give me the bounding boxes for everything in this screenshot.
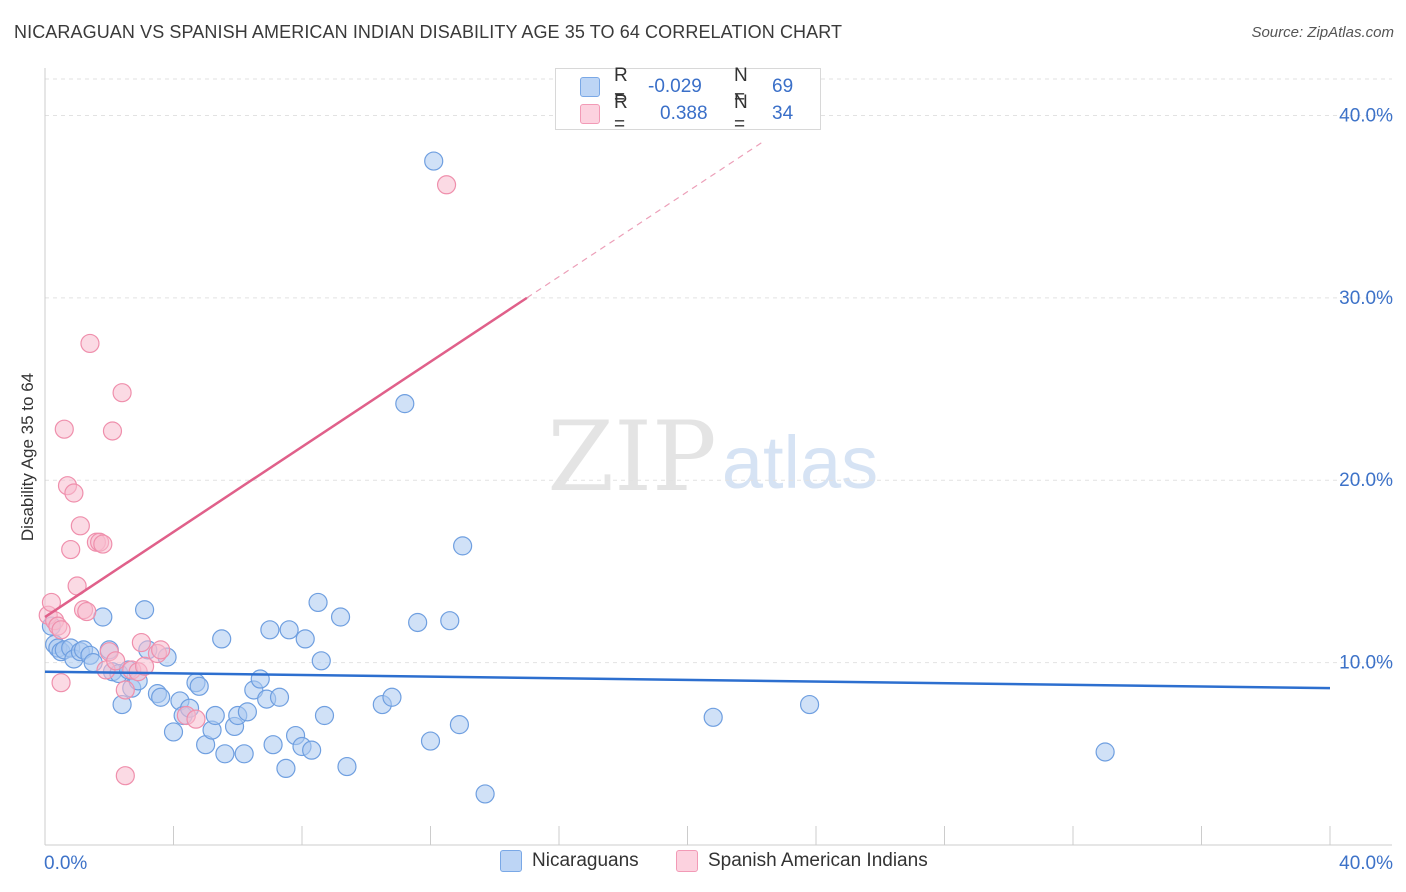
nicaraguans-point [276,758,296,779]
gridlines [45,78,1392,664]
pink-swatch [580,104,600,124]
axes [44,68,1392,846]
nicaraguans-point [395,394,415,414]
nicaraguans-point [302,740,322,760]
spanish-american-indians-point [115,680,135,700]
correlation-legend: R = -0.029 N = 69 R = 0.388 N = 34 [555,65,821,135]
spanish-american-indians-point [131,632,151,653]
spanish-american-indians-point [115,766,135,786]
legend-item-spanish-american-indians: Spanish American Indians [676,850,928,872]
watermark: ZIP atlas [547,401,878,513]
spanish-american-indians-point [54,419,74,439]
nicaraguans-point [703,707,723,727]
series-legend: Nicaraguans Spanish American Indians [0,850,1406,878]
nicaraguans-point [189,676,209,696]
nicaraguans-point [308,592,328,613]
spanish-american-indians-point [151,640,171,660]
r-label: R = [614,92,628,135]
nicaraguans-point [205,705,225,726]
nicaraguans-point [408,612,428,633]
spanish-american-indians-point [93,534,113,554]
nicaraguans-point [250,669,270,689]
nicaraguans-point [1095,742,1115,762]
nicaraguans-point [314,705,335,726]
nicaraguans-point [93,607,113,627]
nicaraguans-point [311,651,331,671]
nicaraguans-point [215,744,235,764]
x-tick-label-max: 40.0% [1339,853,1393,874]
nicaraguans-point [295,629,315,649]
source-attribution: Source: ZipAtlas.com [1251,24,1394,41]
n-label: N = [734,92,748,135]
spanish-american-indians-point [106,651,126,671]
spanish-american-indians-point [70,516,90,536]
nicaraguans-point [263,735,283,755]
spanish-american-indians-point [112,383,132,403]
pink-swatch [676,850,698,872]
spanish-american-indians-points [38,175,457,786]
nicaraguans-point [279,620,299,640]
spanish-american-indians-point [51,673,71,693]
trend-lines [44,142,1331,690]
nicaraguans-point [269,687,290,707]
nicaraguans-point [337,756,357,777]
spanish-american-indians-point [80,333,100,354]
nicaraguans-point [420,731,441,751]
spanish-american-indians-point [77,601,97,622]
nicaraguans-point [424,151,444,171]
watermark-zip: ZIP [547,401,716,513]
n-value: 34 [772,103,794,124]
nicaraguans-point [449,715,470,735]
spanish-american-indians-point [51,620,71,640]
nicaraguans-point [234,744,254,764]
nicaraguans-point [151,687,171,707]
nicaraguans-point [163,722,184,742]
r-value: 0.388 [660,103,708,124]
y-tick-label: 40.0% [1339,105,1393,126]
nicaraguans-point [382,687,402,707]
r-value: -0.029 [648,76,702,97]
spanish-american-indians-trend-extension [526,142,762,299]
nicaraguans-point [237,702,257,722]
y-tick-label: 20.0% [1339,470,1393,491]
nicaraguans-point [475,784,495,804]
n-value: 69 [772,76,794,97]
nicaraguans-point [453,536,473,556]
spanish-american-indians-trend-line [44,296,528,619]
y-tick-label: 30.0% [1339,288,1393,309]
nicaraguans-points [41,151,1115,804]
spanish-american-indians-point [134,656,155,676]
nicaraguans-point [260,620,280,640]
nicaraguans-point [799,694,820,715]
spanish-american-indians-point [186,709,206,729]
y-tick-label: 10.0% [1339,653,1393,674]
tick-labels: 10.0% 20.0% 30.0% 40.0% 0.0% 40.0% [44,105,1393,874]
legend-label: Spanish American Indians [708,850,928,871]
watermark-atlas: atlas [722,421,878,504]
spanish-american-indians-point [102,421,123,441]
r-label: R = [614,65,628,108]
legend-label: Nicaraguans [532,850,639,871]
blue-swatch [580,77,600,97]
spanish-american-indians-point [64,483,84,503]
spanish-american-indians-point [436,175,457,195]
n-label: N = [734,65,748,108]
nicaraguans-point [212,629,232,649]
spanish-american-indians-point [61,539,81,560]
nicaraguans-trend-line [44,670,1331,690]
nicaraguans-point [330,607,351,627]
legend-item-nicaraguans: Nicaraguans [500,850,639,872]
chart-title: NICARAGUAN VS SPANISH AMERICAN INDIAN DI… [14,22,843,42]
nicaraguans-point [134,600,155,620]
nicaraguans-point [440,611,460,631]
x-tick-label-min: 0.0% [44,853,87,874]
blue-swatch [500,850,522,872]
